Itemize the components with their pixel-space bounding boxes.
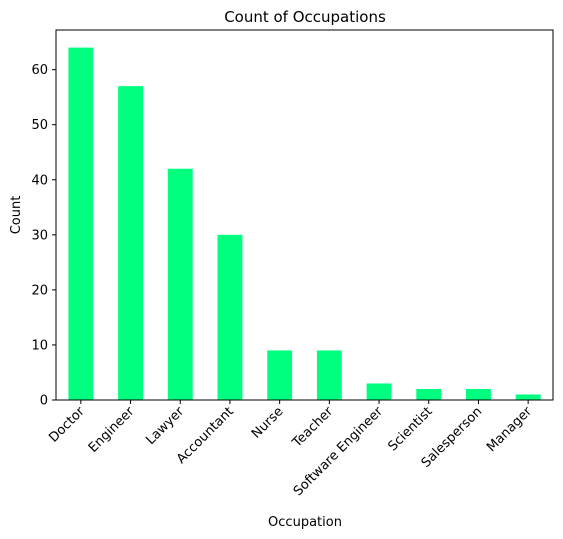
- y-tick-label: 10: [31, 338, 48, 353]
- y-axis-label: Count: [9, 196, 24, 235]
- x-axis-label: Occupation: [268, 515, 342, 530]
- bar-doctor: [68, 47, 94, 400]
- y-tick-label: 30: [31, 228, 48, 243]
- bar-nurse: [267, 350, 293, 400]
- y-tick-label: 60: [31, 63, 48, 78]
- bars-group: [68, 47, 541, 401]
- bar-engineer: [118, 86, 143, 401]
- y-tick-label: 50: [31, 118, 48, 133]
- y-tick-label: 0: [40, 394, 48, 409]
- y-tick-label: 40: [31, 173, 48, 188]
- bar-accountant: [217, 234, 243, 400]
- bar-teacher: [316, 350, 342, 400]
- bar-lawyer: [167, 168, 193, 400]
- bar-software-engineer: [366, 383, 392, 400]
- bar-salesperson: [466, 388, 491, 400]
- bar-scientist: [416, 388, 442, 400]
- y-axis-ticks: 0 10 20 30 40 50 60: [31, 63, 56, 409]
- y-tick-label: 20: [31, 283, 48, 298]
- chart-title: Count of Occupations: [224, 8, 386, 26]
- bar-manager: [515, 394, 541, 400]
- plot-frame: [55, 29, 554, 401]
